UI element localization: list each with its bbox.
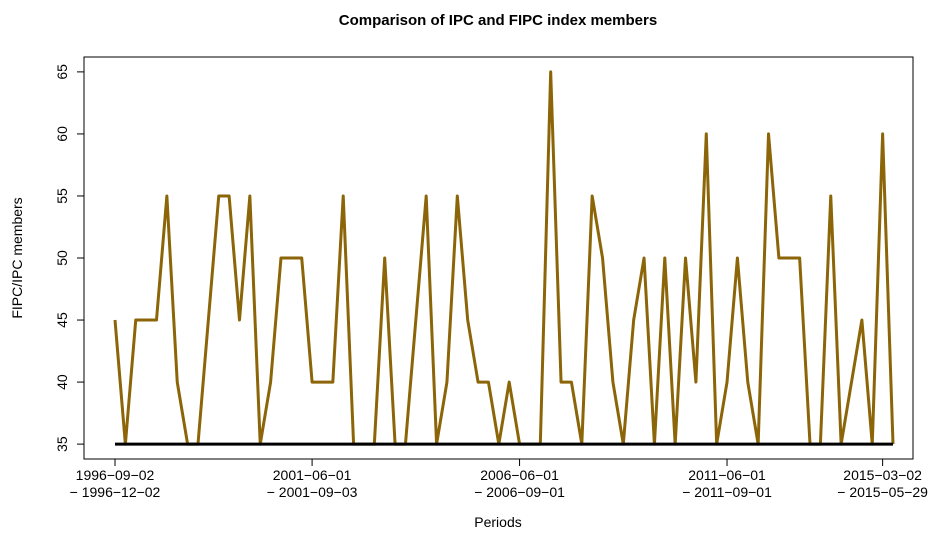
x-tick-label: 1996−09−02 [76,467,155,483]
x-tick-label: 2001−06−01 [273,467,352,483]
y-tick-label: 35 [54,436,70,452]
y-tick-label: 50 [54,250,70,266]
x-tick-label: − 1996−12−02 [70,484,161,500]
x-tick-label: 2006−06−01 [480,467,559,483]
x-tick-label: 2011−06−01 [688,467,766,483]
y-axis-label: FIPC/IPC members [9,197,25,318]
y-tick-label: 55 [54,188,70,204]
x-tick-label: − 2015−05−29 [837,484,928,500]
y-tick-label: 45 [54,312,70,328]
x-tick-label: − 2011−09−01 [682,484,772,500]
chart-title: Comparison of IPC and FIPC index members [339,12,657,29]
x-axis-label: Periods [474,514,521,530]
series-line [113,70,895,446]
y-tick-label: 40 [54,374,70,390]
x-tick-label: − 2001−09−03 [267,484,358,500]
x-tick-label: 2015−03−02 [843,467,922,483]
y-tick-label: 60 [54,126,70,142]
x-tick-label: − 2006−09−01 [474,484,565,500]
y-tick-label: 65 [54,64,70,80]
